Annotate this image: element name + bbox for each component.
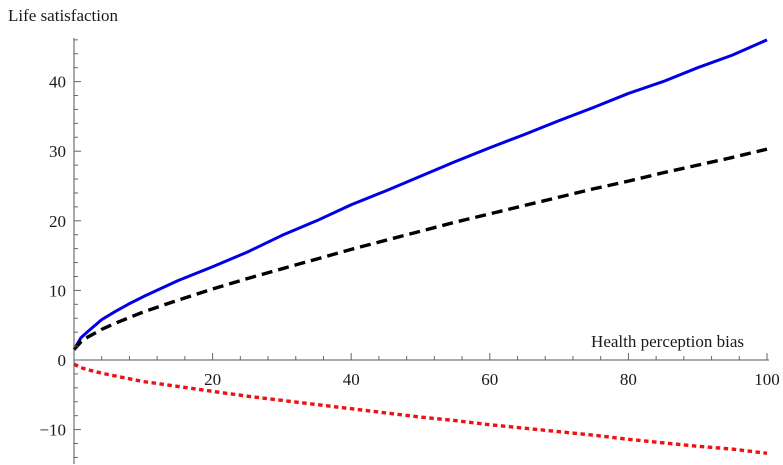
y-tick-label: 10 [49, 281, 66, 300]
y-tick-label: 20 [49, 212, 66, 231]
x-tick-label: 20 [204, 370, 221, 389]
ticks-layer: 20 40 60 80 100 −10 0 10 20 30 40 [39, 39, 780, 458]
y-tick-label: 0 [58, 351, 67, 370]
y-axis-title: Life satisfaction [8, 6, 118, 25]
x-tick-label: 60 [481, 370, 498, 389]
x-axis-title: Health perception bias [591, 332, 744, 351]
series-line-2 [72, 147, 768, 351]
x-tick-label: 40 [343, 370, 360, 389]
axes-layer [73, 38, 769, 464]
series-line-1 [72, 38, 768, 351]
y-tick-label: −10 [39, 421, 66, 440]
series-layer [72, 38, 768, 455]
y-tick-label: 30 [49, 142, 66, 161]
x-tick-label: 80 [620, 370, 637, 389]
x-tick-label: 100 [754, 370, 780, 389]
series-line-3 [73, 362, 768, 455]
y-tick-label: 40 [49, 73, 66, 92]
